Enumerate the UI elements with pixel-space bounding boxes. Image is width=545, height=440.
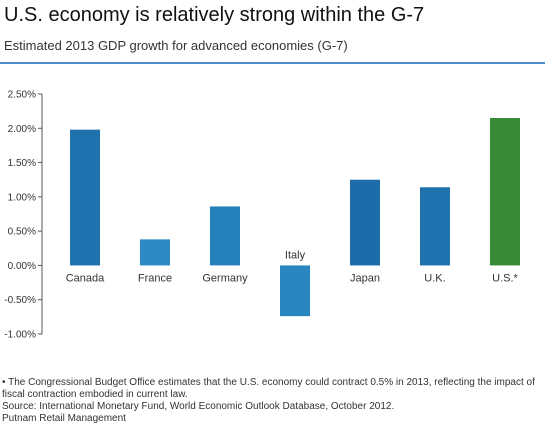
footnote-cbo: • The Congressional Budget Office estima… (2, 377, 535, 400)
bar-italy (280, 265, 310, 317)
bar-japan (350, 179, 380, 266)
gdp-bar-chart: 2.50% 2.00% 1.50% 1.00% 0.50% 0.00% -0.50% -1.0… (4, 90, 520, 341)
y-tick-label: 1.00% (8, 192, 36, 203)
y-axis: 2.50% 2.00% 1.50% 1.00% 0.50% 0.00% -0.50% -1.0… (4, 90, 43, 341)
y-tick-label: -1.00% (4, 330, 36, 341)
y-tick-label: 2.50% (8, 90, 36, 101)
credit-note: Putnam Retail Management (2, 413, 126, 424)
category-labels: Canada France Germany Italy Japan U.K. U.S.* (66, 249, 519, 284)
y-tick-label: -0.50% (4, 295, 36, 306)
bar-series (70, 118, 520, 317)
source-note: Source: International Monetary Fund, Wor… (2, 401, 395, 412)
category-label: U.S.* (492, 272, 518, 284)
chart-title: U.S. economy is relatively strong within… (4, 4, 425, 26)
y-tick-label: 0.50% (8, 227, 36, 238)
bar-canada (70, 129, 100, 266)
category-label: France (138, 272, 172, 284)
category-label: Canada (66, 272, 105, 284)
bar-germany (210, 206, 240, 266)
bar-france (140, 239, 170, 266)
footnotes: • The Congressional Budget Office estima… (2, 377, 542, 425)
category-label: Japan (350, 272, 380, 284)
bar-us (490, 118, 520, 266)
category-label: Germany (202, 272, 248, 284)
category-label: U.K. (424, 272, 445, 284)
category-label: Italy (285, 249, 306, 261)
bar-uk (420, 187, 450, 266)
chart-subtitle: Estimated 2013 GDP growth for advanced e… (4, 38, 348, 53)
y-tick-label: 2.00% (8, 124, 36, 135)
header-divider (0, 62, 545, 64)
y-tick-label: 1.50% (8, 158, 36, 169)
y-tick-label: 0.00% (8, 261, 36, 272)
